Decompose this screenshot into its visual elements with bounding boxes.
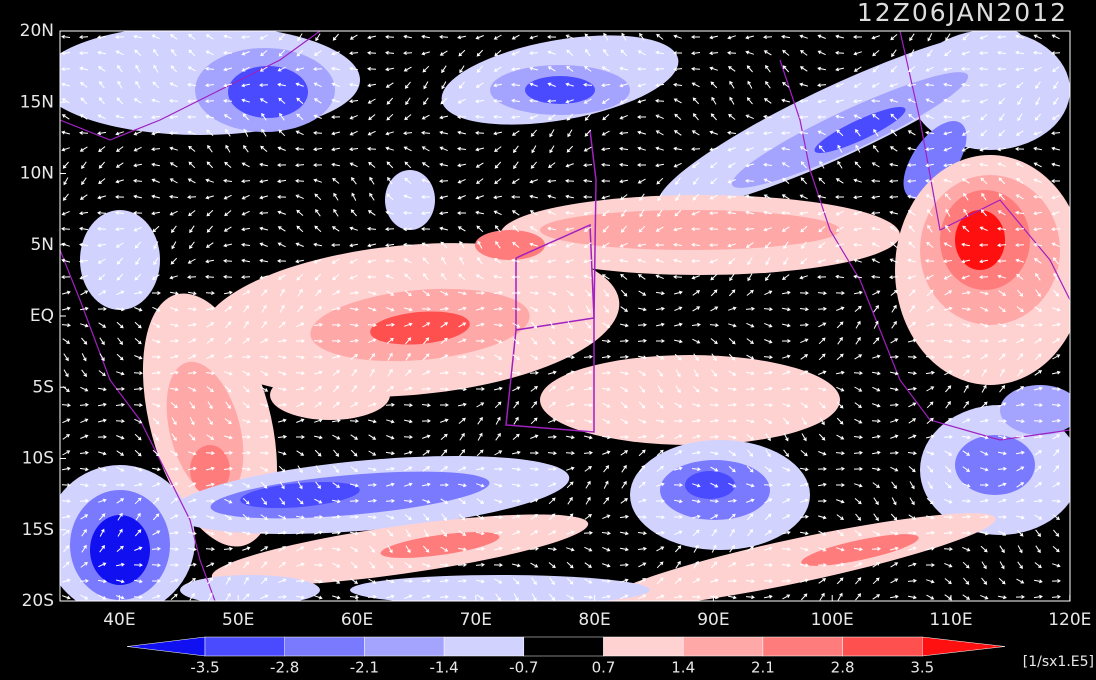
colorbar-label: 0.7 xyxy=(592,659,616,677)
field-patch xyxy=(228,66,308,118)
axes: 20N 15N 10N 5N EQ 5S 10S 15S 20S 40E 50E 60E 70E 80E 9… xyxy=(20,21,1092,630)
lat-label: 10N xyxy=(20,164,54,184)
colorbar-label: -1.4 xyxy=(429,659,458,677)
lat-label: 15S xyxy=(22,520,54,540)
lon-label: 110E xyxy=(929,610,972,630)
field-patch xyxy=(240,481,360,509)
coastline xyxy=(60,249,216,601)
coastline xyxy=(60,31,321,141)
colorbar-segment xyxy=(443,636,525,657)
coastline xyxy=(899,31,1070,301)
colorbar-segment xyxy=(523,636,604,657)
field-patch xyxy=(1000,385,1070,435)
wind-vectors xyxy=(61,32,1061,601)
lat-label: EQ xyxy=(30,306,54,326)
colorbar-label: -2.8 xyxy=(270,659,299,677)
field-patch xyxy=(190,445,230,495)
field-patch xyxy=(270,370,390,420)
field-patch xyxy=(80,210,160,310)
colorbar-label: -3.5 xyxy=(190,659,219,677)
map-title: 12Z06JAN2012 xyxy=(857,0,1068,27)
colorbar-label: 3.5 xyxy=(910,659,934,677)
colorbar-arrow xyxy=(922,636,1006,657)
field-patch xyxy=(540,210,840,250)
vorticity-field xyxy=(60,31,1070,601)
colorbar-units: [1/sx1.E5] xyxy=(1023,654,1094,670)
lon-label: 80E xyxy=(578,610,610,630)
boundaries xyxy=(60,31,1070,601)
colorbar: -3.5 -2.8 -2.1 -1.4 -0.7 0.7 1.4 2.1 2.8 3.5 [1/sx… xyxy=(126,636,1094,677)
lat-label: 20S xyxy=(22,591,54,611)
colorbar-segment xyxy=(762,636,843,657)
field-patch xyxy=(540,355,840,445)
coastline xyxy=(779,59,1070,441)
lon-label: 60E xyxy=(341,610,373,630)
region-box xyxy=(515,223,595,331)
field-patch xyxy=(955,210,1005,270)
colorbar-segment xyxy=(204,636,285,657)
lat-label: 5N xyxy=(30,235,54,255)
lat-label: 15N xyxy=(20,92,54,112)
lat-label: 20N xyxy=(20,21,54,41)
field-patch xyxy=(910,31,1070,150)
field-patch xyxy=(90,515,150,585)
colorbar-segment xyxy=(603,636,684,657)
field-patch xyxy=(955,435,1035,495)
field-patch xyxy=(685,471,735,499)
field-patch xyxy=(385,170,435,230)
colorbar-segment xyxy=(842,636,923,657)
lon-label: 90E xyxy=(697,610,729,630)
field-patch xyxy=(814,107,906,153)
colorbar-segment xyxy=(364,636,445,657)
colorbar-segment xyxy=(682,636,764,657)
field-patch xyxy=(370,311,470,345)
colorbar-segment xyxy=(284,636,365,657)
lon-label: 50E xyxy=(222,610,254,630)
lon-label: 70E xyxy=(460,610,492,630)
field-patch xyxy=(525,76,595,104)
field-patch xyxy=(180,575,320,601)
lat-label: 10S xyxy=(22,449,54,469)
colorbar-label: 2.8 xyxy=(831,659,855,677)
colorbar-label: -2.1 xyxy=(350,659,379,677)
lon-label: 120E xyxy=(1048,610,1091,630)
colorbar-label: -0.7 xyxy=(509,659,538,677)
lat-label: 5S xyxy=(32,377,54,397)
lon-label: 100E xyxy=(811,610,854,630)
colorbar-label: 1.4 xyxy=(671,659,695,677)
field-patch xyxy=(903,121,967,199)
lon-label: 40E xyxy=(103,610,135,630)
colorbar-label: 2.1 xyxy=(751,659,775,677)
